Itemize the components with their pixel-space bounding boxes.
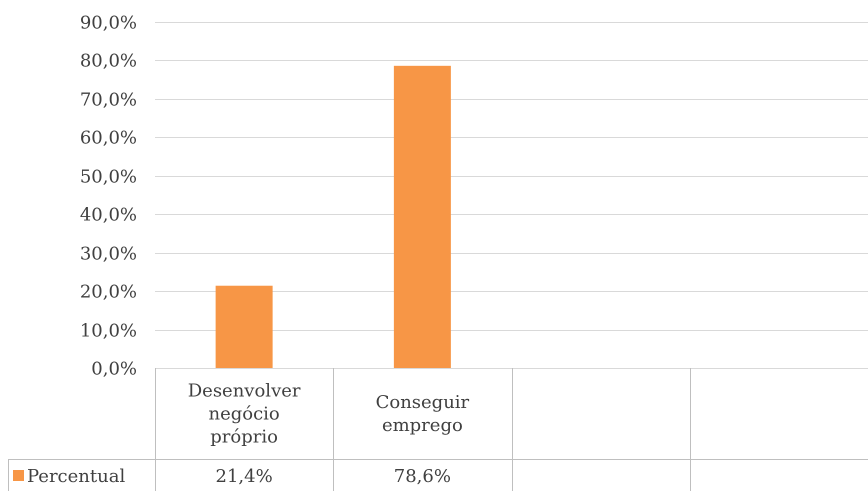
y-tick-label: 70,0% bbox=[80, 90, 137, 111]
legend-series-name: Percentual bbox=[27, 466, 125, 487]
x-category-label: Conseguir bbox=[376, 392, 470, 413]
y-tick-label: 20,0% bbox=[80, 282, 137, 303]
x-category-label: Desenvolver bbox=[188, 381, 301, 402]
y-tick-label: 60,0% bbox=[80, 128, 137, 149]
y-tick-label: 90,0% bbox=[80, 13, 137, 34]
bar bbox=[393, 65, 451, 369]
x-category-label: negócio bbox=[208, 404, 279, 425]
legend-swatch bbox=[13, 470, 24, 481]
x-category-label: emprego bbox=[382, 415, 463, 436]
y-tick-label: 40,0% bbox=[80, 205, 137, 226]
y-tick-label: 50,0% bbox=[80, 167, 137, 188]
x-category-label: próprio bbox=[210, 427, 278, 448]
data-table-value: 21,4% bbox=[216, 466, 273, 487]
y-tick-label: 80,0% bbox=[80, 51, 137, 72]
y-tick-label: 10,0% bbox=[80, 321, 137, 342]
bar bbox=[215, 285, 273, 368]
bars bbox=[215, 65, 451, 369]
gridlines bbox=[155, 22, 868, 369]
y-axis-ticks: 0,0% 10,0% 20,0% 30,0% 40,0% 50,0% 60,0% 70,0% 8… bbox=[80, 13, 137, 380]
y-tick-label: 0,0% bbox=[91, 359, 137, 380]
data-table-value: 78,6% bbox=[394, 466, 451, 487]
y-tick-label: 30,0% bbox=[80, 244, 137, 265]
